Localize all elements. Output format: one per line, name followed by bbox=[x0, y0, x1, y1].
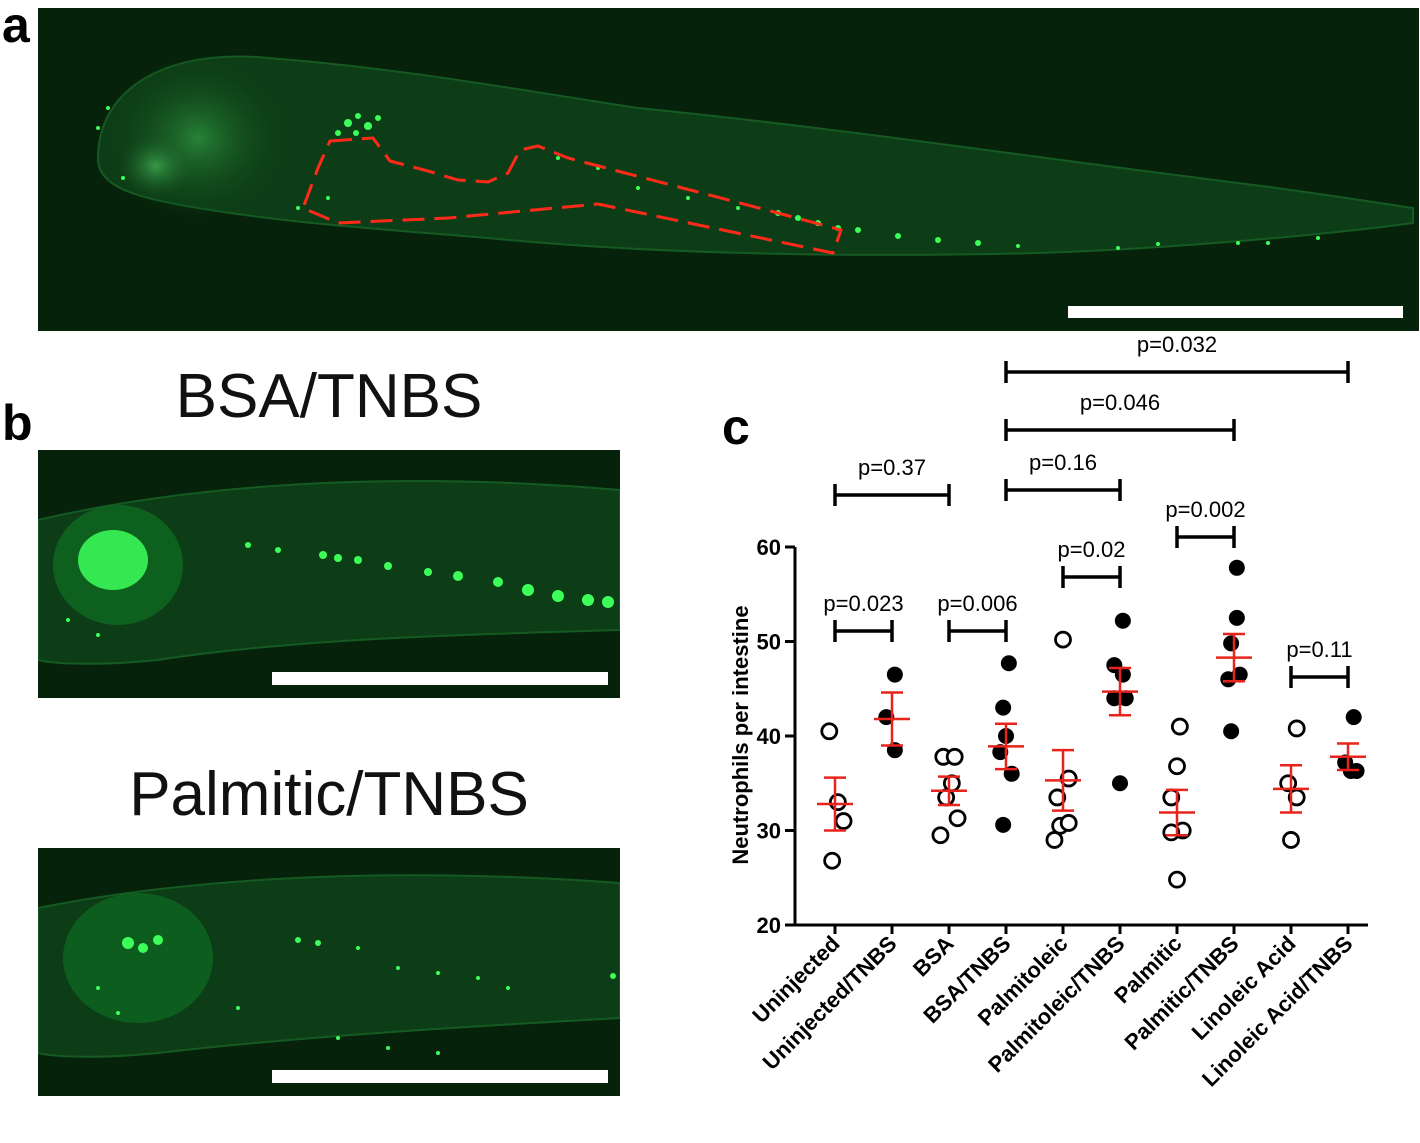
neutrophil-dots bbox=[96, 106, 1320, 250]
data-point-open bbox=[820, 722, 839, 741]
data-point-open bbox=[1045, 831, 1064, 849]
data-point-open bbox=[1282, 831, 1300, 849]
data-point-open bbox=[937, 788, 956, 807]
data-point-filled bbox=[1228, 559, 1245, 576]
y-tick-label: 20 bbox=[757, 913, 781, 938]
panel-a-micrograph bbox=[38, 8, 1419, 331]
p-value-label: p=0.16 bbox=[1029, 450, 1097, 475]
y-tick-label: 50 bbox=[757, 630, 781, 655]
data-point-filled bbox=[1345, 709, 1362, 726]
y-tick-label: 30 bbox=[757, 819, 781, 844]
p-value-label: p=0.11 bbox=[1286, 637, 1352, 662]
data-point-open bbox=[931, 826, 950, 845]
scale-bar bbox=[1068, 306, 1403, 318]
p-value-label: p=0.006 bbox=[937, 591, 1017, 616]
data-point-open bbox=[1170, 717, 1189, 736]
scale-bar bbox=[272, 1070, 608, 1083]
p-value-label: p=0.02 bbox=[1058, 537, 1126, 562]
data-point-open bbox=[1168, 870, 1186, 889]
p-value-label: p=0.002 bbox=[1165, 497, 1245, 522]
panel-label-a: a bbox=[2, 0, 30, 53]
data-point-open bbox=[834, 812, 853, 830]
p-value-label: p=0.023 bbox=[823, 591, 903, 616]
data-point-filled bbox=[1112, 775, 1128, 792]
panel-label-c: c bbox=[722, 399, 750, 455]
data-point-filled bbox=[1117, 690, 1134, 707]
data-point-open bbox=[1287, 719, 1306, 738]
data-point-open bbox=[823, 851, 842, 870]
bsa-fluorescence-image bbox=[38, 480, 620, 685]
data-point-open bbox=[942, 774, 961, 793]
data-point-open bbox=[1048, 788, 1067, 807]
data-point-filled bbox=[1000, 655, 1017, 672]
p-value-label: p=0.032 bbox=[1137, 335, 1217, 357]
data-point-filled bbox=[992, 744, 1009, 761]
data-point-filled bbox=[878, 709, 895, 726]
data-point-open bbox=[1054, 630, 1072, 649]
data-point-filled bbox=[1223, 635, 1240, 652]
y-tick-label: 60 bbox=[757, 535, 781, 560]
data-point-filled bbox=[1114, 612, 1131, 629]
x-tick-label: BSA bbox=[908, 931, 959, 982]
data-point-filled bbox=[1106, 690, 1123, 707]
palmitic-fluorescence-image bbox=[38, 874, 620, 1083]
caption-bsa-tnbs: BSA/TNBS bbox=[175, 362, 483, 431]
panel-b-bsa-micrograph bbox=[38, 450, 620, 698]
scale-bar bbox=[272, 672, 608, 685]
data-point-open bbox=[1168, 757, 1186, 776]
larva-body-outline bbox=[96, 55, 1414, 256]
intestine-outline bbox=[301, 136, 843, 255]
y-tick-label: 40 bbox=[757, 724, 781, 749]
y-axis-label: Neutrophils per intestine bbox=[728, 605, 753, 864]
caption-palmitic-tnbs: Palmitic/TNBS bbox=[129, 760, 529, 829]
data-point-open bbox=[948, 809, 967, 828]
data-point-filled bbox=[1228, 609, 1245, 626]
data-point-open bbox=[1059, 769, 1078, 788]
data-point-open bbox=[945, 747, 964, 766]
larva-head bbox=[103, 53, 293, 223]
panel-label-b: b bbox=[2, 395, 33, 451]
data-point-open bbox=[1059, 814, 1078, 832]
data-point-filled bbox=[1231, 666, 1248, 683]
panel-b-palmitic-micrograph bbox=[38, 848, 620, 1096]
data-point-filled bbox=[886, 666, 903, 683]
data-point-open bbox=[828, 793, 847, 812]
data-point-filled bbox=[995, 699, 1012, 716]
larva-fluorescence-image bbox=[96, 53, 1414, 318]
larva-eye bbox=[118, 134, 194, 198]
data-point-filled bbox=[995, 816, 1012, 833]
p-value-label: p=0.046 bbox=[1080, 390, 1160, 415]
p-value-label: p=0.37 bbox=[858, 455, 926, 480]
data-point-filled bbox=[1223, 723, 1240, 740]
